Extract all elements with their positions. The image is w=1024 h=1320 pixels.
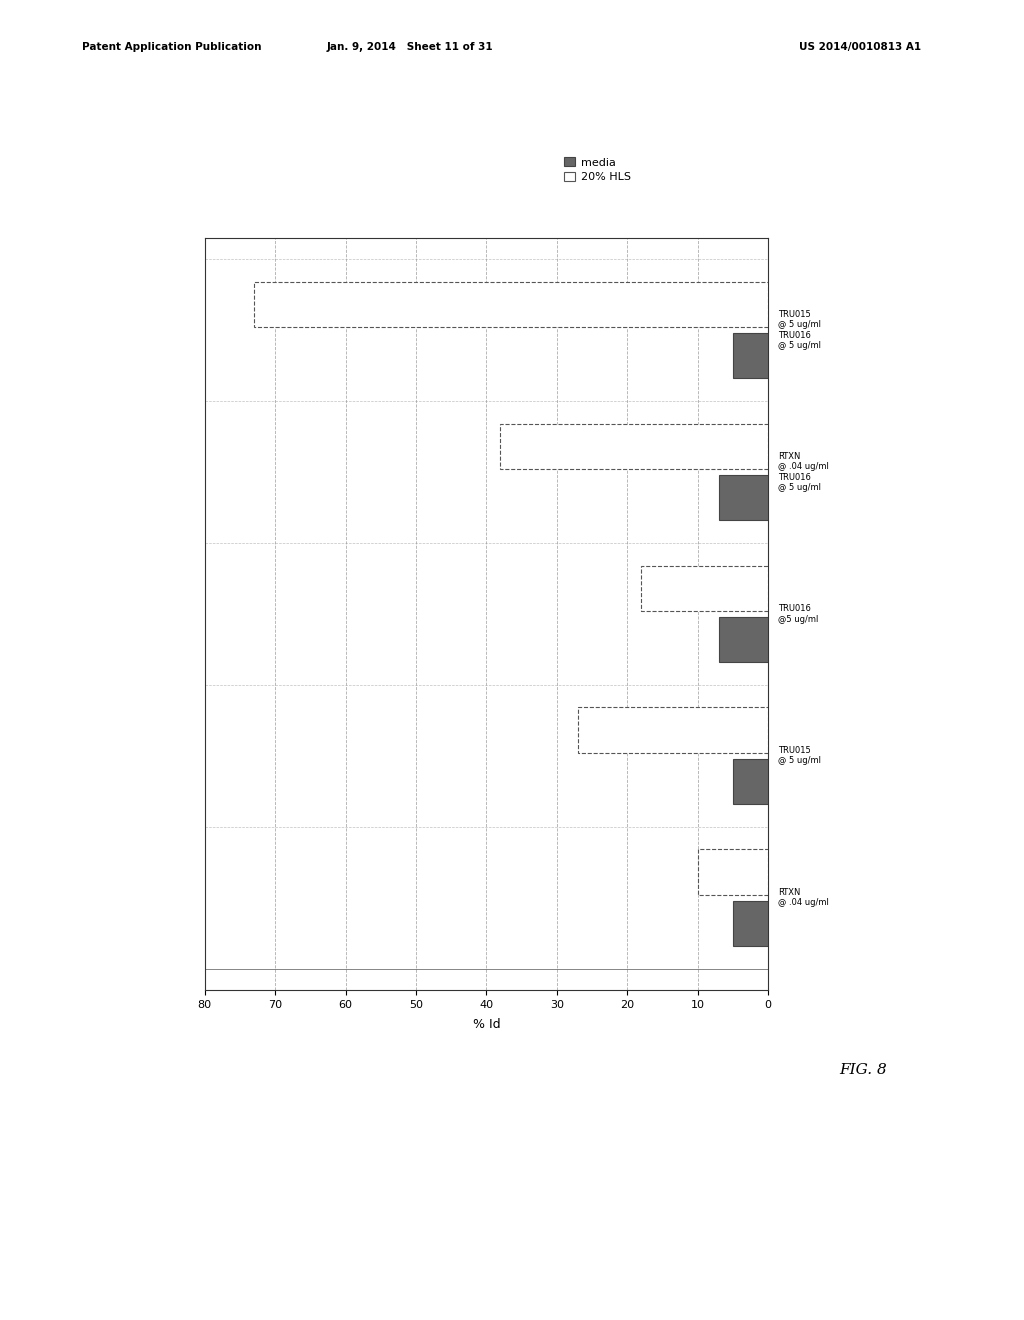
Legend: media, 20% HLS: media, 20% HLS <box>559 153 635 187</box>
Text: RTXN
@ .04 ug/ml: RTXN @ .04 ug/ml <box>778 888 829 907</box>
Text: TRU015
@ 5 ug/ml
TRU016
@ 5 ug/ml: TRU015 @ 5 ug/ml TRU016 @ 5 ug/ml <box>778 310 821 350</box>
Bar <box>641 565 768 611</box>
Bar <box>501 424 768 469</box>
Text: RTXN
@ .04 ug/ml
TRU016
@ 5 ug/ml: RTXN @ .04 ug/ml TRU016 @ 5 ug/ml <box>778 451 829 492</box>
Bar <box>578 708 768 752</box>
Text: US 2014/0010813 A1: US 2014/0010813 A1 <box>799 42 921 53</box>
Text: Patent Application Publication: Patent Application Publication <box>82 42 261 53</box>
Bar <box>719 616 768 663</box>
Bar <box>697 850 768 895</box>
Text: FIG. 8: FIG. 8 <box>840 1063 888 1077</box>
Bar <box>733 759 768 804</box>
Text: TRU015
@ 5 ug/ml: TRU015 @ 5 ug/ml <box>778 746 821 766</box>
Text: TRU016
@5 ug/ml: TRU016 @5 ug/ml <box>778 605 818 623</box>
Bar <box>719 475 768 520</box>
Text: Jan. 9, 2014   Sheet 11 of 31: Jan. 9, 2014 Sheet 11 of 31 <box>327 42 493 53</box>
Bar <box>254 281 768 327</box>
X-axis label: % Id: % Id <box>473 1018 500 1031</box>
Bar <box>733 333 768 378</box>
Bar <box>733 900 768 946</box>
